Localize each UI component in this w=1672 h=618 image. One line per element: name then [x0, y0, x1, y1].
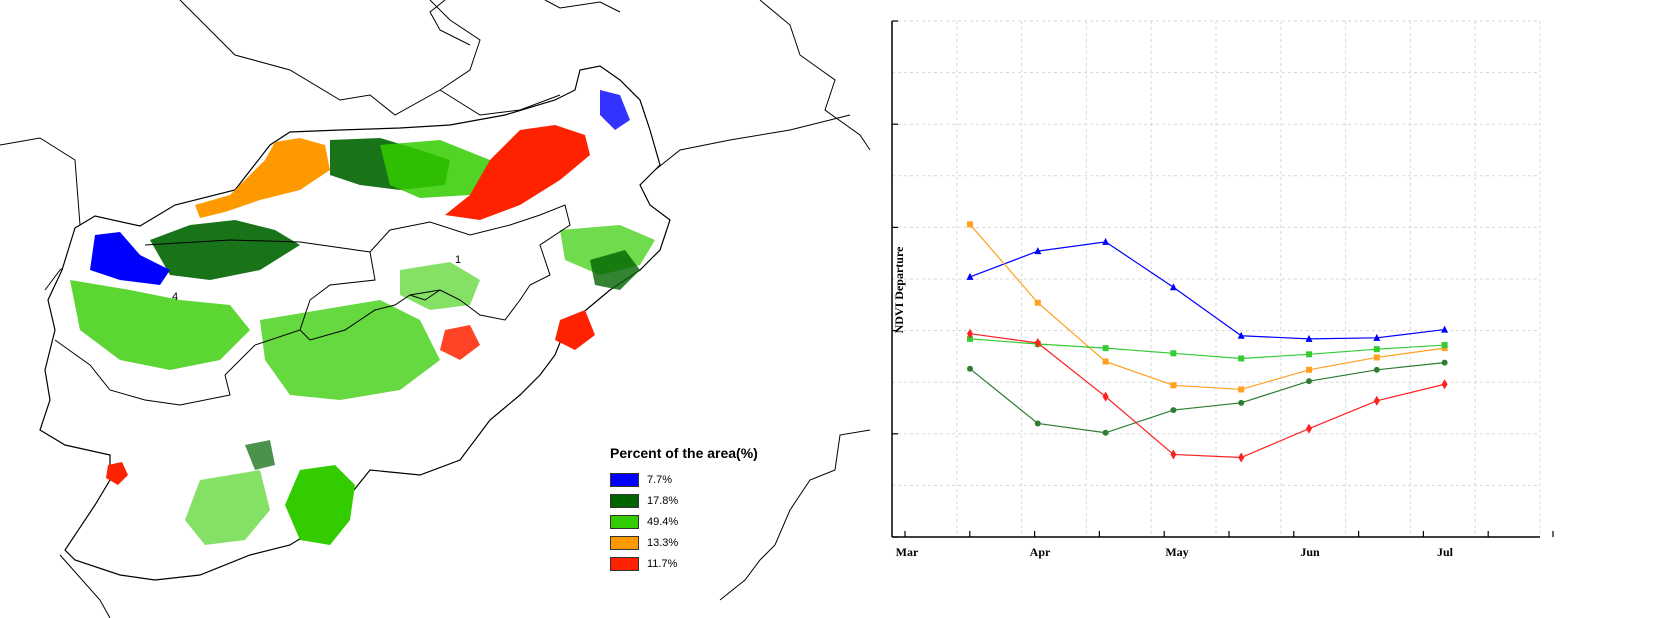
legend-item: 7.7%	[610, 469, 810, 490]
data-point	[1306, 366, 1312, 373]
data-point	[1441, 342, 1448, 349]
legend-item: 13.3%	[610, 532, 810, 553]
data-point	[1373, 395, 1380, 406]
data-point	[1373, 333, 1381, 341]
legend-item: 11.7%	[610, 553, 810, 574]
afghanistan-map: 1 4	[0, 0, 871, 618]
data-point	[1102, 429, 1109, 436]
data-point	[1034, 337, 1041, 348]
data-point	[1441, 325, 1449, 333]
data-point	[1441, 345, 1448, 352]
data-point	[1238, 386, 1245, 393]
border-central-asia-2	[439, 89, 561, 116]
axis-layer: Mar Apr May Jun Jul	[891, 20, 1554, 559]
x-tick-label: Jul	[1437, 545, 1454, 559]
legend-swatch	[610, 493, 639, 508]
data-point	[1373, 346, 1380, 353]
data-point	[966, 272, 974, 280]
legend-label: 11.7%	[647, 557, 678, 570]
region-label-4: 4	[172, 291, 178, 303]
border-central-asia-1	[179, 0, 481, 116]
data-point	[1170, 407, 1177, 414]
map-legend: Percent of the area(%) 7.7% 17.8% 49.4% …	[610, 445, 810, 574]
data-point	[1237, 331, 1245, 339]
data-point	[1306, 378, 1312, 385]
series-line	[969, 361, 1445, 434]
series-line	[969, 223, 1445, 391]
border-northeast	[759, 0, 871, 151]
vegetation-layer	[70, 90, 655, 545]
data-point	[1441, 379, 1448, 390]
legend-title: Percent of the area(%)	[610, 445, 758, 461]
x-tick-label: Jun	[1300, 545, 1320, 559]
series-line	[969, 333, 1445, 459]
border-north-2	[429, 0, 471, 46]
legend-swatch	[610, 472, 639, 487]
grid-layer	[891, 20, 1541, 538]
x-tick-label: Mar	[896, 545, 919, 559]
legend-swatch	[610, 535, 639, 550]
legend-label: 17.8%	[647, 494, 679, 507]
data-point	[1170, 449, 1177, 460]
data-point	[1102, 358, 1109, 365]
data-point	[1034, 247, 1042, 255]
series-layer	[966, 221, 1449, 463]
data-point	[1373, 366, 1380, 373]
border-southwest	[59, 554, 111, 618]
border-north-1	[544, 0, 621, 13]
legend-item: 49.4%	[610, 511, 810, 532]
data-point	[967, 221, 973, 228]
data-point	[1441, 359, 1448, 366]
legend-label: 49.4%	[647, 515, 679, 528]
data-point	[1102, 237, 1110, 245]
data-point	[1238, 452, 1245, 463]
border-east-1	[654, 114, 851, 171]
data-point	[1373, 354, 1380, 361]
data-point	[1169, 283, 1177, 291]
y-axis-title: NDVI Departure	[892, 246, 906, 333]
legend-swatch	[610, 514, 639, 529]
data-point	[1305, 334, 1313, 342]
data-point	[1034, 299, 1041, 306]
legend-label: 7.7%	[647, 473, 673, 486]
legend-swatch	[610, 556, 639, 571]
neighbour-borders	[0, 0, 871, 618]
data-point	[1170, 382, 1177, 389]
region-label-1: 1	[455, 254, 461, 266]
series-line	[969, 241, 1445, 340]
data-point	[1238, 355, 1245, 362]
data-point	[1238, 399, 1245, 406]
data-point	[1306, 351, 1312, 358]
legend-item: 17.8%	[610, 490, 810, 511]
data-point	[1034, 420, 1041, 427]
border-southeast	[719, 429, 871, 601]
legend-label: 13.3%	[647, 536, 679, 549]
series-line	[969, 338, 1445, 360]
data-point	[1102, 345, 1109, 352]
data-point	[1306, 423, 1312, 434]
data-point	[967, 365, 973, 372]
x-tick-label: May	[1165, 545, 1188, 559]
map-panel: 1 4 Percent of the area(%) 7.7% 17.8% 49…	[0, 0, 871, 618]
region-boundaries	[54, 204, 571, 406]
x-tick-label: Apr	[1030, 545, 1051, 559]
data-point	[1170, 350, 1177, 357]
data-point	[967, 328, 973, 339]
data-point	[967, 335, 973, 342]
data-point	[1102, 391, 1109, 402]
